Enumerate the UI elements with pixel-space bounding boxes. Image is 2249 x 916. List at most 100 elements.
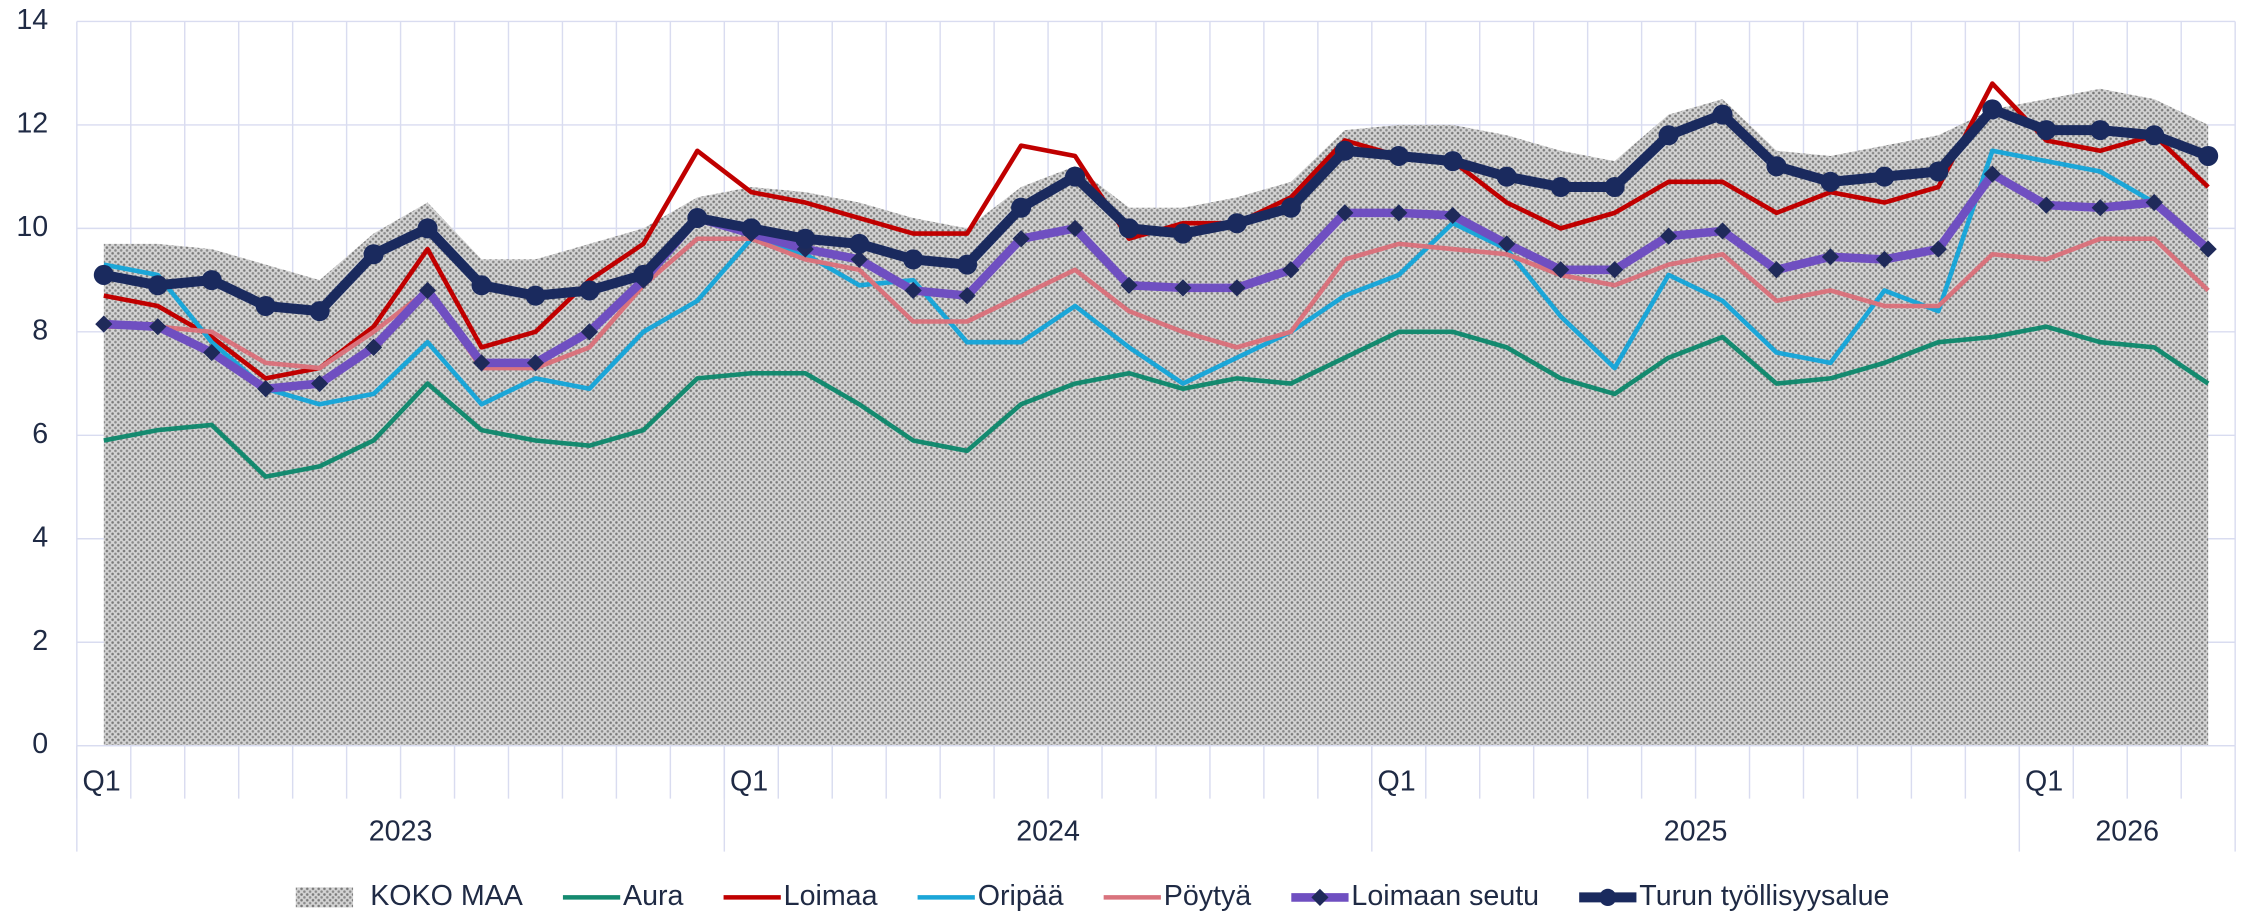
marker (1442, 151, 1463, 172)
marker (1444, 206, 1462, 225)
marker (417, 218, 438, 239)
y-tick-label: 0 (32, 728, 48, 760)
marker (1875, 250, 1894, 269)
marker (1334, 140, 1355, 161)
marker (147, 275, 168, 296)
x-tick-label: Q1 (730, 765, 768, 797)
line (103, 169, 2211, 394)
legend-label: Aura (623, 880, 684, 912)
legend-label: Turun työllisyysalue (1639, 880, 1889, 912)
legend-marker (1599, 888, 1617, 906)
marker (363, 244, 384, 265)
legend-label: Oripää (978, 880, 1064, 912)
marker (1712, 104, 1733, 125)
legend-item: Oripää (917, 880, 1064, 912)
marker (1390, 204, 1408, 222)
marker (1982, 99, 2003, 120)
legend-label: KOKO MAA (370, 880, 524, 912)
marker (633, 264, 654, 285)
marker (1874, 166, 1895, 187)
marker (149, 318, 167, 336)
legend-item: Loimaa (723, 880, 878, 912)
marker (1226, 213, 1247, 234)
marker (2037, 196, 2055, 214)
marker (2090, 120, 2111, 141)
marker (1658, 125, 1679, 146)
marker (1498, 235, 1516, 253)
marker (526, 354, 545, 372)
marker (850, 250, 868, 269)
marker (1066, 219, 1084, 237)
year-label: 2023 (369, 816, 433, 848)
y-tick-label: 12 (16, 107, 48, 139)
marker (311, 374, 329, 393)
marker (579, 280, 600, 301)
marker (1604, 176, 1625, 198)
legend-marker (1311, 888, 1329, 906)
legend-item: KOKO MAA (295, 880, 524, 912)
marker (1820, 171, 1841, 192)
marker (471, 275, 492, 296)
marker (580, 323, 599, 341)
year-label: 2025 (1664, 816, 1728, 848)
marker (255, 295, 276, 316)
marker (1821, 248, 1840, 266)
line (103, 324, 2210, 479)
marker (957, 254, 978, 275)
year-label: 2024 (1016, 816, 1080, 848)
marker (2144, 125, 2165, 146)
marker (203, 343, 221, 362)
y-tick-label: 4 (32, 521, 48, 553)
marker (1766, 156, 1787, 177)
y-tick-label: 6 (32, 418, 48, 450)
marker (741, 218, 762, 239)
marker (1928, 161, 1949, 182)
marker (795, 228, 816, 249)
legend-item: Loimaan seutu (1291, 880, 1539, 912)
legend-item: Turun työllisyysalue (1579, 880, 1889, 912)
marker (849, 233, 870, 254)
marker (1065, 166, 1086, 187)
marker (309, 301, 330, 322)
legend-swatch (295, 887, 354, 908)
marker (904, 281, 922, 300)
y-tick-label: 10 (16, 211, 48, 243)
x-tick-label: Q1 (1378, 765, 1416, 797)
marker (365, 338, 383, 356)
marker (1550, 176, 1571, 198)
marker (2036, 120, 2057, 141)
marker (93, 264, 114, 285)
marker (418, 281, 437, 300)
marker (958, 287, 976, 305)
marker (1280, 197, 1301, 218)
legend-label: Loimaa (784, 880, 878, 912)
marker (903, 249, 924, 270)
marker (1388, 145, 1409, 166)
marker (1713, 222, 1732, 240)
marker (1011, 197, 1032, 218)
marker (1172, 223, 1193, 244)
y-tick-label: 14 (16, 4, 48, 36)
y-tick-label: 2 (32, 625, 48, 657)
x-tick-label: Q1 (2025, 765, 2063, 797)
marker (2198, 145, 2219, 166)
marker (1660, 227, 1678, 245)
line (102, 104, 2210, 317)
legend-item: Pöytyä (1103, 880, 1251, 912)
marker (1929, 240, 1947, 258)
marker (1282, 261, 1300, 279)
marker (1496, 166, 1517, 187)
marker (201, 270, 222, 291)
marker (1120, 276, 1138, 294)
marker (1118, 218, 1140, 239)
marker (257, 380, 275, 398)
legend-item: Aura (562, 880, 684, 912)
marker (525, 285, 546, 306)
y-tick-label: 8 (32, 314, 48, 346)
marker (1983, 165, 2001, 183)
year-label: 2026 (2095, 816, 2159, 848)
marker (687, 208, 708, 229)
x-tick-label: Q1 (83, 765, 121, 797)
marker (472, 354, 491, 372)
